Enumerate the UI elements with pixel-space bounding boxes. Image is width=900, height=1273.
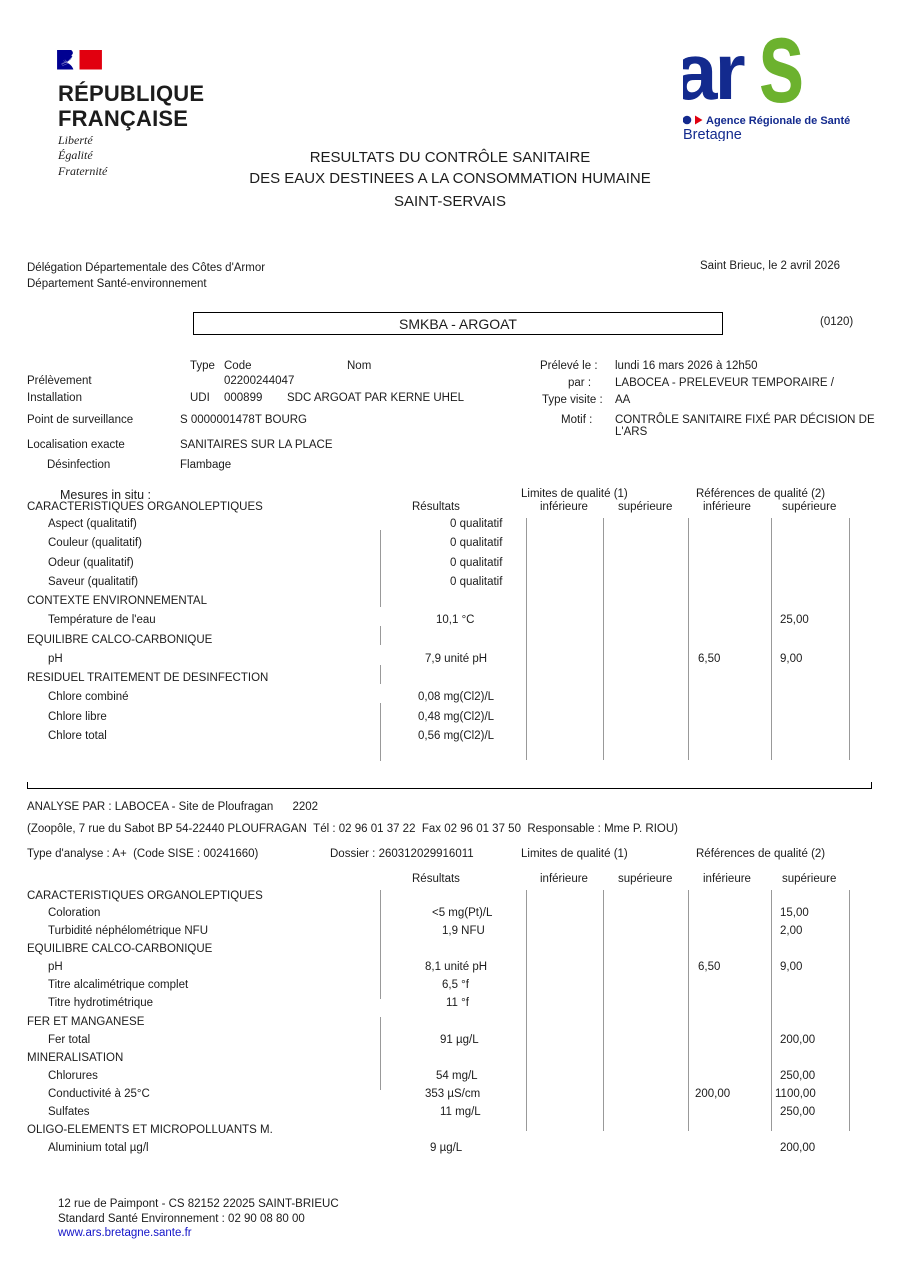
svg-text:Bretagne: Bretagne — [683, 127, 742, 141]
svg-text:Agence Régionale de Santé: Agence Régionale de Santé — [706, 115, 850, 127]
svg-text:s: s — [758, 36, 805, 127]
svg-text:ar: ar — [683, 36, 744, 116]
